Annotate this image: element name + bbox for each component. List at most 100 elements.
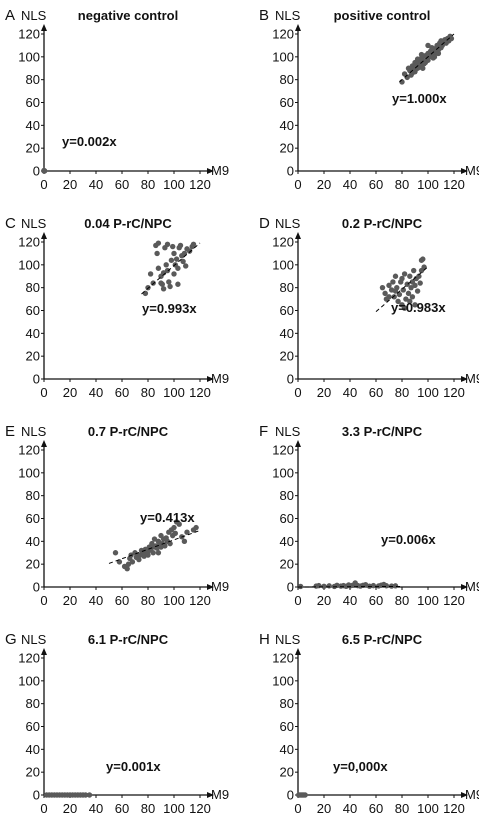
- panel-h-x-axis-label: M9: [465, 787, 479, 802]
- panel-e-data-point: [151, 536, 158, 542]
- panel-b-x-tick-label: 60: [369, 177, 383, 192]
- panel-e-x-tick-label: 120: [189, 593, 211, 608]
- panel-d-data-point: [407, 273, 413, 279]
- panel-d-data-point: [407, 298, 413, 305]
- panel-c-y-tick-label: 20: [26, 349, 40, 364]
- panel-c-y-tick-label: 120: [18, 235, 40, 250]
- panel-b-data-point: [425, 42, 431, 49]
- panel-e-data-point: [136, 556, 142, 563]
- panel-a-y-tick-label: 80: [26, 72, 40, 87]
- panel-c-data-point: [159, 281, 165, 287]
- panel-f-data-point: [392, 583, 399, 589]
- panel-d-data-point: [401, 271, 408, 277]
- panel-b-data-point: [448, 35, 455, 42]
- panel-g-x-tick-label: 40: [89, 801, 103, 816]
- panel-c-x-tick-label: 80: [141, 385, 155, 400]
- panel-b-letter: B: [259, 7, 269, 24]
- panel-h-fit-equation: y=0,000x: [333, 759, 388, 774]
- panel-d-title: 0.2 P-rC/NPC: [342, 216, 423, 231]
- panel-f-x-tick-label: 120: [443, 593, 465, 608]
- panel-h-x-axis-arrow-icon: [461, 792, 468, 798]
- panel-e-x-tick-label: 80: [141, 593, 155, 608]
- panel-h-x-tick-label: 120: [443, 801, 465, 816]
- panel-f-letter: F: [259, 423, 268, 440]
- panel-a-x-tick-label: 120: [189, 177, 211, 192]
- panel-e-data-point: [193, 524, 199, 531]
- panel-g-x-tick-label: 120: [189, 801, 211, 816]
- panel-e-y-tick-label: 60: [26, 511, 40, 526]
- panel-h-x-tick-label: 40: [343, 801, 357, 816]
- panel-d-x-axis-arrow-icon: [461, 376, 468, 382]
- panel-g-y-axis-label: NLS: [21, 632, 47, 647]
- panel-b-y-tick-label: 40: [280, 118, 294, 133]
- panel-c-data-point: [170, 243, 176, 250]
- panel-c-data-point: [186, 248, 193, 254]
- panel-c-data-point: [173, 256, 180, 262]
- panel-c-data-point: [166, 279, 172, 285]
- panel-g-y-tick-label: 120: [18, 651, 40, 666]
- panel-d-y-tick-label: 120: [272, 235, 294, 250]
- panel-c-data-point: [155, 240, 162, 246]
- panel-d-data-point: [417, 280, 423, 286]
- panel-e-letter: E: [5, 423, 15, 440]
- panel-a-x-tick-label: 40: [89, 177, 103, 192]
- panel-e-title: 0.7 P-rC/NPC: [88, 424, 169, 439]
- panel-a-y-tick-label: 20: [26, 141, 40, 156]
- panel-d-data-point: [386, 294, 392, 300]
- panel-h-y-tick-label: 60: [280, 719, 294, 734]
- panel-a-x-tick-label: 100: [163, 177, 185, 192]
- panel-c-y-tick-label: 40: [26, 326, 40, 341]
- panel-e-y-tick-label: 40: [26, 534, 40, 549]
- panel-h-data-point: [302, 792, 308, 798]
- panel-e-data-point: [112, 550, 119, 556]
- panel-d-x-tick-label: 0: [294, 385, 301, 400]
- panel-c-data-point: [164, 241, 171, 247]
- panel-e-y-tick-label: 120: [18, 443, 40, 458]
- panel-g-y-tick-label: 40: [26, 742, 40, 757]
- panel-h-y-tick-label: 100: [272, 673, 294, 688]
- panel-c-x-axis-arrow-icon: [207, 376, 214, 382]
- panel-b-fit-line: [399, 33, 455, 83]
- panel-e-fit-equation: y=0.413x: [140, 510, 195, 525]
- panel-b-x-tick-label: 120: [443, 177, 465, 192]
- panel-g-y-tick-label: 80: [26, 696, 40, 711]
- panel-h-y-axis-arrow-icon: [295, 648, 301, 655]
- panel-a-title: negative control: [78, 8, 178, 23]
- panel-c-data-point: [177, 242, 184, 249]
- panel-f-data-point: [316, 582, 322, 589]
- panel-e-y-tick-label: 0: [33, 580, 40, 595]
- panel-h-title: 6.5 P-rC/NPC: [342, 632, 423, 647]
- panel-g-data-point: [86, 792, 93, 798]
- panel-d-y-axis-label: NLS: [275, 216, 301, 231]
- panel-f-data-point: [326, 583, 332, 589]
- panel-c-x-tick-label: 60: [115, 385, 129, 400]
- panel-h-y-axis-label: NLS: [275, 632, 301, 647]
- panel-c-y-tick-label: 0: [33, 372, 40, 387]
- panel-c-fit-line: [141, 242, 201, 295]
- panel-a-fit-equation: y=0.002x: [62, 134, 117, 149]
- panel-d-data-point: [390, 279, 396, 285]
- panel-f-x-axis-arrow-icon: [461, 584, 468, 590]
- panel-b-y-tick-label: 120: [272, 27, 294, 42]
- panel-c-x-tick-label: 20: [63, 385, 77, 400]
- panel-b-x-tick-label: 100: [417, 177, 439, 192]
- panel-g-x-tick-label: 0: [40, 801, 47, 816]
- panel-f-x-tick-label: 100: [417, 593, 439, 608]
- panel-a-data-point: [41, 168, 48, 174]
- panel-g-x-axis-label: M9: [211, 787, 229, 802]
- panel-h-x-tick-label: 60: [369, 801, 383, 816]
- panel-g-data-point: [82, 792, 89, 798]
- panel-e-x-tick-label: 100: [163, 593, 185, 608]
- panel-h-x-tick-label: 100: [417, 801, 439, 816]
- panel-c-data-point: [175, 281, 181, 287]
- panel-c-data-point: [171, 271, 177, 277]
- panel-b-x-tick-label: 20: [317, 177, 331, 192]
- panel-c-y-tick-label: 80: [26, 280, 40, 295]
- panel-e-data-point: [129, 559, 136, 565]
- panel-e-data-point: [172, 530, 178, 537]
- panel-c-y-tick-label: 100: [18, 257, 40, 272]
- panel-c-x-tick-label: 100: [163, 385, 185, 400]
- panel-b-x-tick-label: 80: [395, 177, 409, 192]
- panel-b-x-tick-label: 0: [294, 177, 301, 192]
- panel-b-x-axis-label: M9: [465, 163, 479, 178]
